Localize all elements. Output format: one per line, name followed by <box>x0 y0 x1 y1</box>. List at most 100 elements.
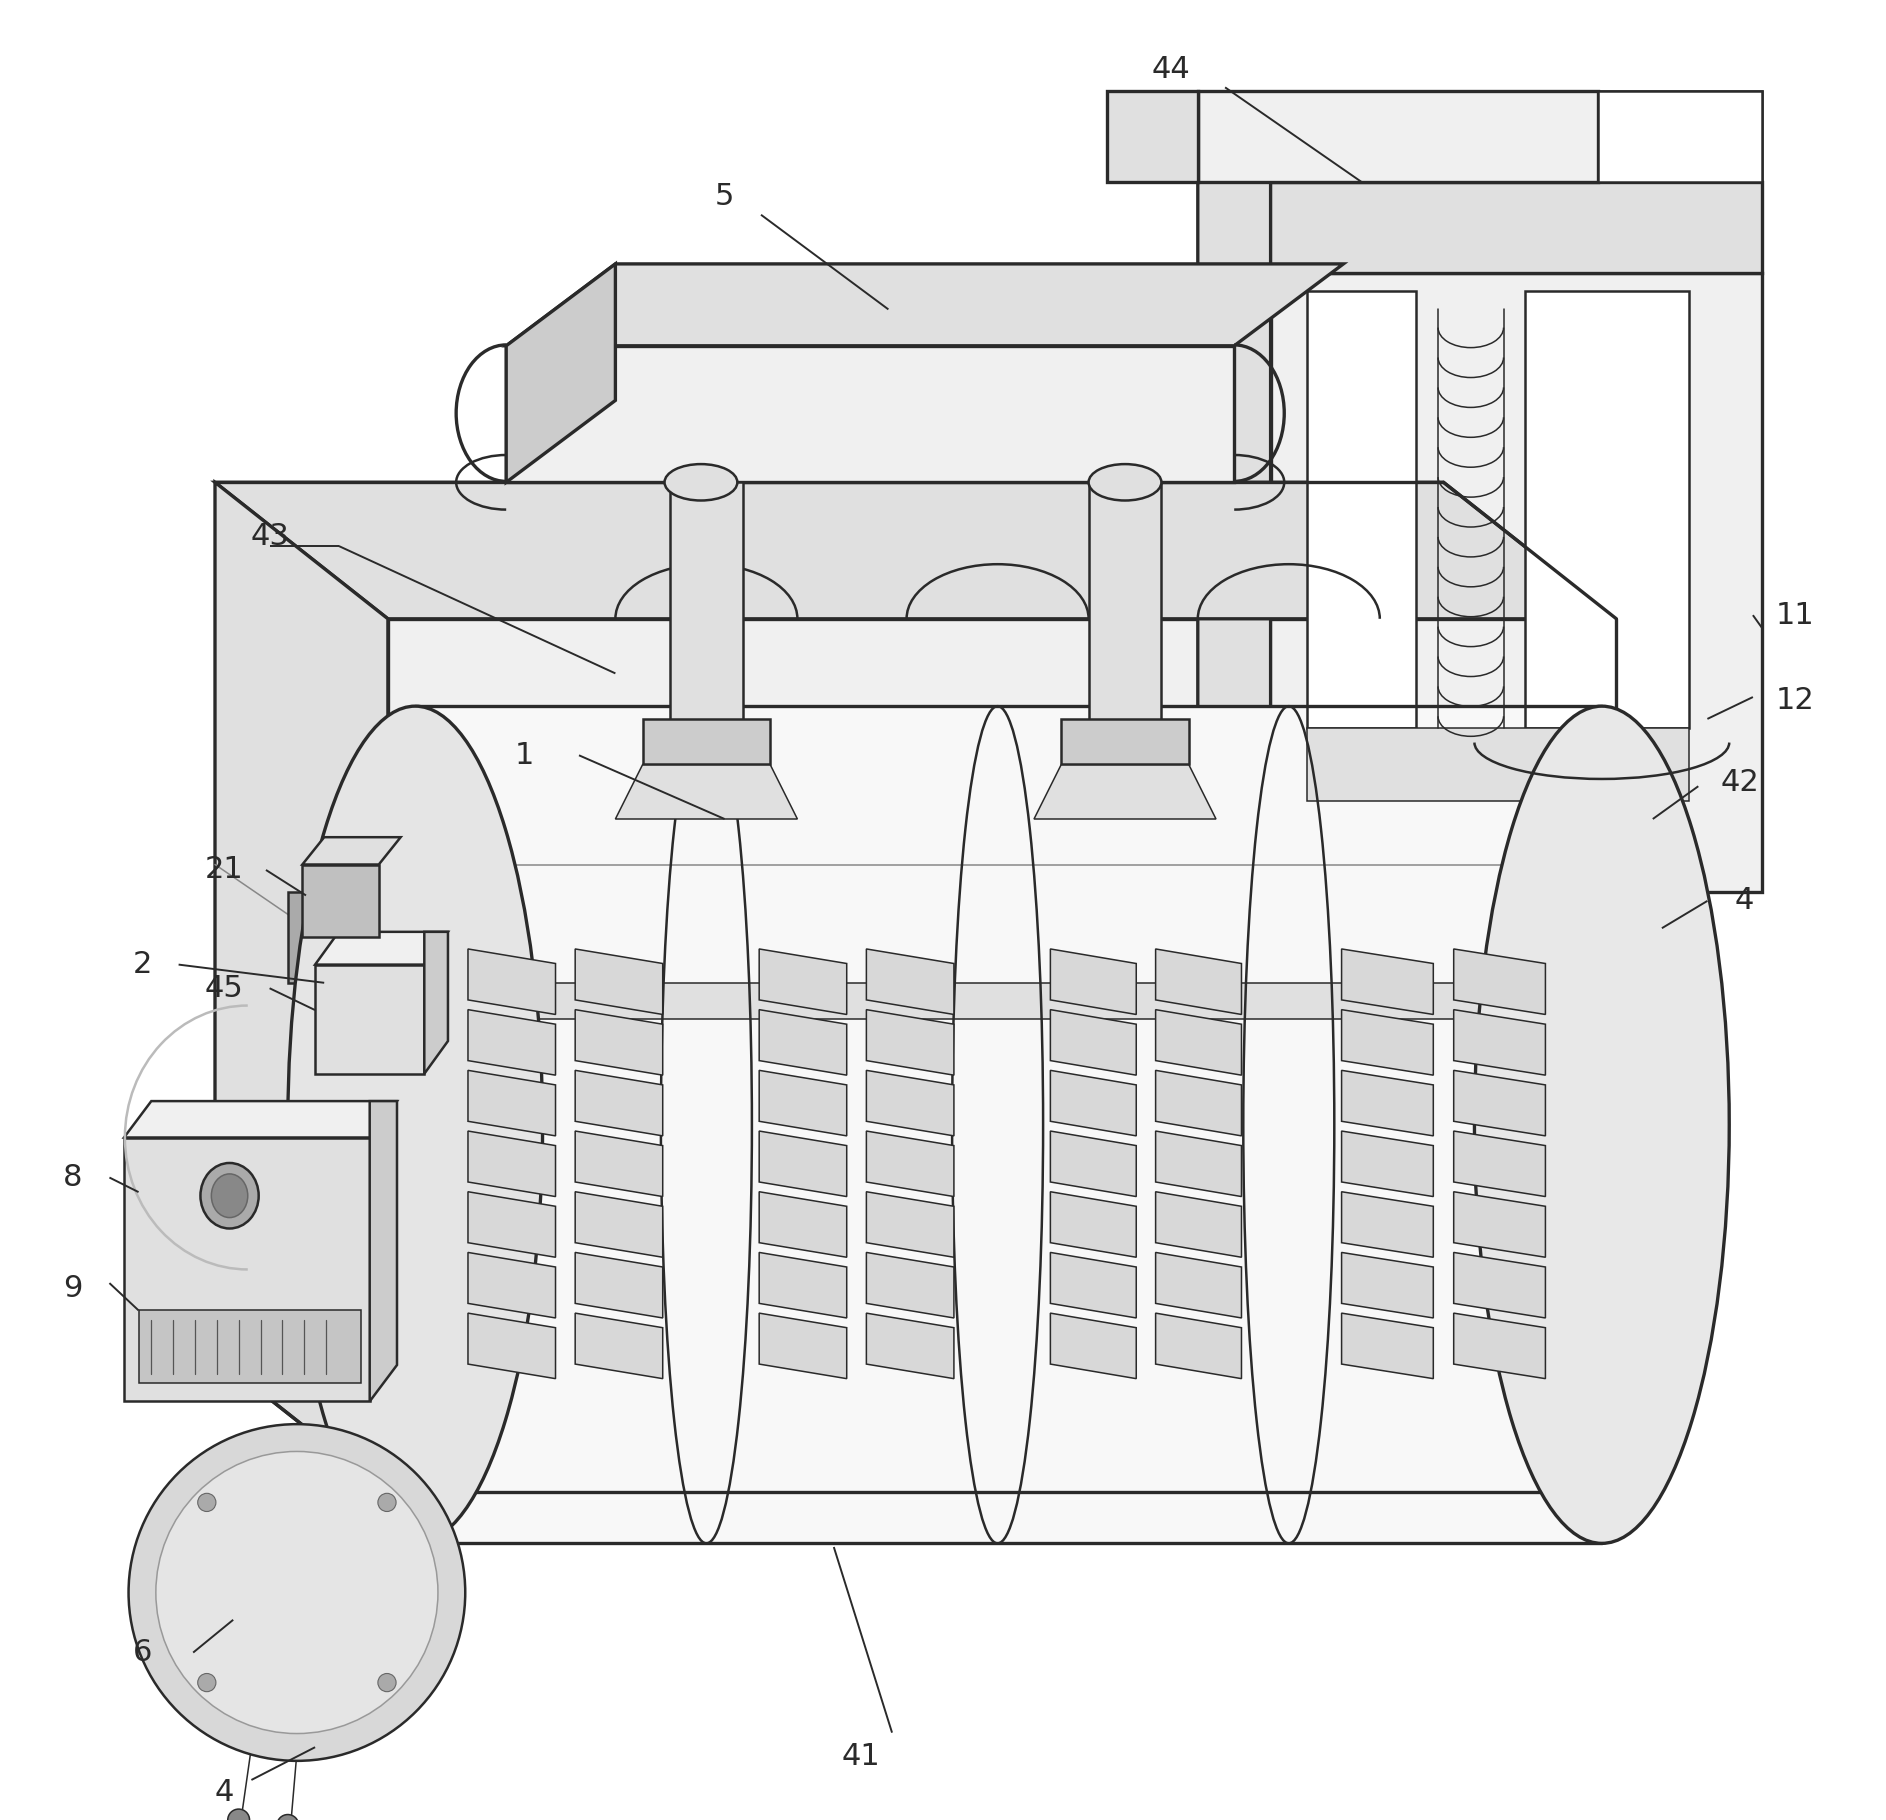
Polygon shape <box>760 1070 847 1136</box>
Polygon shape <box>215 482 389 1492</box>
Polygon shape <box>1526 291 1690 728</box>
Polygon shape <box>866 1010 954 1076</box>
Polygon shape <box>1051 1314 1135 1380</box>
Ellipse shape <box>1475 706 1729 1543</box>
Text: 6: 6 <box>132 1638 153 1667</box>
Polygon shape <box>302 864 379 937</box>
Polygon shape <box>1341 1010 1433 1076</box>
Text: 2: 2 <box>132 950 153 979</box>
Polygon shape <box>1051 948 1135 1014</box>
Polygon shape <box>1051 1070 1135 1136</box>
Ellipse shape <box>128 1423 466 1762</box>
Polygon shape <box>1156 1070 1241 1136</box>
Polygon shape <box>1051 1010 1135 1076</box>
Polygon shape <box>1156 1252 1241 1318</box>
Polygon shape <box>1454 948 1545 1014</box>
Polygon shape <box>505 264 615 482</box>
Polygon shape <box>315 965 424 1074</box>
Ellipse shape <box>377 1673 396 1691</box>
Polygon shape <box>315 932 449 965</box>
Polygon shape <box>1156 1130 1241 1196</box>
Polygon shape <box>468 1070 556 1136</box>
Text: 4: 4 <box>215 1778 234 1807</box>
Polygon shape <box>1051 1192 1135 1258</box>
Polygon shape <box>389 983 1616 1019</box>
Text: 42: 42 <box>1720 768 1760 797</box>
Polygon shape <box>468 1192 556 1258</box>
Polygon shape <box>1454 1314 1545 1380</box>
Text: 5: 5 <box>715 182 734 211</box>
Polygon shape <box>1341 1252 1433 1318</box>
Text: 41: 41 <box>841 1742 881 1771</box>
Polygon shape <box>615 764 798 819</box>
Polygon shape <box>760 1314 847 1380</box>
Polygon shape <box>575 1314 662 1380</box>
Polygon shape <box>866 1314 954 1380</box>
Ellipse shape <box>1088 464 1162 501</box>
Polygon shape <box>1156 1010 1241 1076</box>
Polygon shape <box>468 1130 556 1196</box>
Polygon shape <box>370 1101 396 1401</box>
Ellipse shape <box>289 706 543 1543</box>
Text: 8: 8 <box>64 1163 83 1192</box>
Polygon shape <box>289 892 379 983</box>
Polygon shape <box>760 1252 847 1318</box>
Ellipse shape <box>377 1494 396 1512</box>
Text: 9: 9 <box>64 1274 83 1303</box>
Polygon shape <box>1454 1070 1545 1136</box>
Polygon shape <box>215 482 1616 619</box>
Polygon shape <box>1051 1252 1135 1318</box>
Polygon shape <box>670 482 743 728</box>
Ellipse shape <box>198 1673 215 1691</box>
Polygon shape <box>1307 291 1416 728</box>
Polygon shape <box>415 706 1601 1543</box>
Ellipse shape <box>198 1494 215 1512</box>
Polygon shape <box>1597 91 1762 182</box>
Polygon shape <box>575 948 662 1014</box>
Text: 12: 12 <box>1775 686 1814 715</box>
Text: 1: 1 <box>515 741 534 770</box>
Polygon shape <box>468 948 556 1014</box>
Polygon shape <box>1198 182 1762 273</box>
Polygon shape <box>1454 1192 1545 1258</box>
Polygon shape <box>1341 1192 1433 1258</box>
Polygon shape <box>575 1070 662 1136</box>
Ellipse shape <box>277 1815 298 1820</box>
Polygon shape <box>1107 91 1198 182</box>
Polygon shape <box>1034 764 1216 819</box>
Polygon shape <box>866 1130 954 1196</box>
Polygon shape <box>1198 182 1271 892</box>
Polygon shape <box>505 346 1233 482</box>
Polygon shape <box>1062 719 1188 764</box>
Polygon shape <box>1156 948 1241 1014</box>
Polygon shape <box>643 719 769 764</box>
Polygon shape <box>1454 1252 1545 1318</box>
Polygon shape <box>1341 1130 1433 1196</box>
Polygon shape <box>302 837 400 864</box>
Polygon shape <box>124 1101 396 1138</box>
Polygon shape <box>1156 1314 1241 1380</box>
Ellipse shape <box>211 1174 247 1218</box>
Polygon shape <box>760 1192 847 1258</box>
Polygon shape <box>575 1252 662 1318</box>
Polygon shape <box>760 1130 847 1196</box>
Polygon shape <box>138 1310 360 1383</box>
Text: 4: 4 <box>1733 886 1754 915</box>
Polygon shape <box>468 1010 556 1076</box>
Polygon shape <box>575 1130 662 1196</box>
Polygon shape <box>866 1252 954 1318</box>
Polygon shape <box>1198 91 1597 182</box>
Text: 21: 21 <box>206 855 243 885</box>
Text: 45: 45 <box>206 974 243 1003</box>
Ellipse shape <box>228 1809 249 1820</box>
Polygon shape <box>866 1070 954 1136</box>
Polygon shape <box>1051 1130 1135 1196</box>
Polygon shape <box>1454 1010 1545 1076</box>
Polygon shape <box>1341 948 1433 1014</box>
Ellipse shape <box>157 1452 438 1733</box>
Polygon shape <box>760 1010 847 1076</box>
Polygon shape <box>1307 728 1690 801</box>
Polygon shape <box>866 1192 954 1258</box>
Polygon shape <box>575 1192 662 1258</box>
Polygon shape <box>1597 91 1762 182</box>
